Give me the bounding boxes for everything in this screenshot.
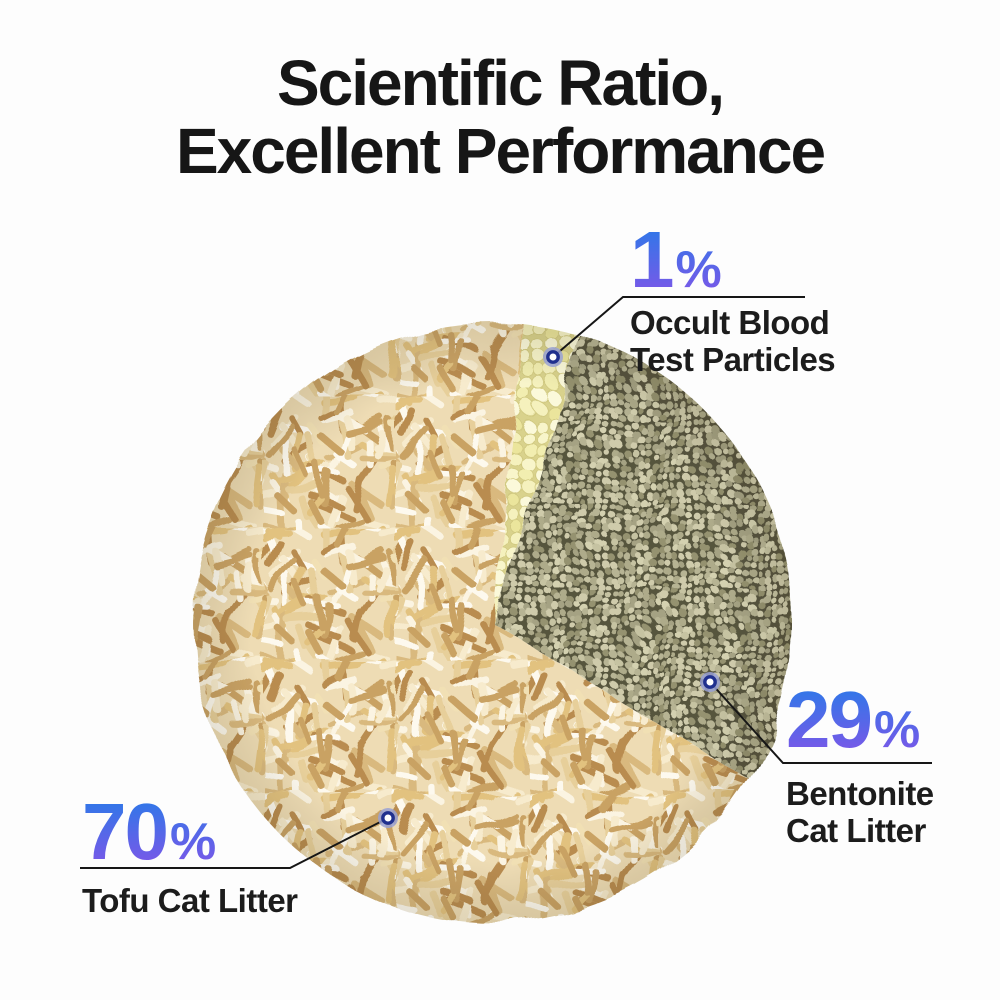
callout-line-occult — [552, 296, 805, 358]
title-line-1: Scientific Ratio, — [276, 47, 725, 119]
page-title: Scientific Ratio, Excellent Performance — [0, 47, 1000, 187]
percent-value: 1 — [630, 215, 673, 304]
title-line-2: Excellent Performance — [175, 114, 826, 187]
callout-marker-bentonite — [703, 675, 717, 689]
callout-marker-tofu — [381, 811, 395, 825]
percent-bentonite: 29% — [786, 680, 934, 760]
callout-tofu: 70% Tofu Cat Litter — [82, 792, 298, 920]
percent-sign: % — [675, 241, 722, 299]
label-line: Bentonite — [786, 775, 934, 812]
label-bentonite: Bentonite Cat Litter — [786, 775, 934, 850]
percent-sign: % — [873, 701, 921, 759]
label-line: Occult Blood — [630, 304, 830, 341]
callout-occult-blood: 1% Occult Blood Test Particles — [630, 220, 836, 379]
label-line: Test Particles — [630, 340, 836, 378]
percent-value: 29 — [786, 675, 871, 764]
callout-line-bentonite — [709, 681, 932, 764]
label-occult-blood: Occult Blood Test Particles — [630, 304, 836, 379]
percent-occult: 1% — [630, 220, 835, 300]
label-tofu: Tofu Cat Litter — [82, 882, 298, 920]
label-line: Tofu Cat Litter — [82, 882, 298, 919]
callout-bentonite: 29% Bentonite Cat Litter — [786, 680, 934, 850]
pie-body — [193, 322, 794, 923]
callout-line-tofu — [80, 817, 389, 869]
label-line: Cat Litter — [786, 811, 926, 849]
callout-marker-occult — [546, 350, 560, 364]
percent-tofu: 70% — [82, 792, 298, 872]
percent-value: 70 — [82, 787, 167, 876]
percent-sign: % — [169, 813, 217, 871]
